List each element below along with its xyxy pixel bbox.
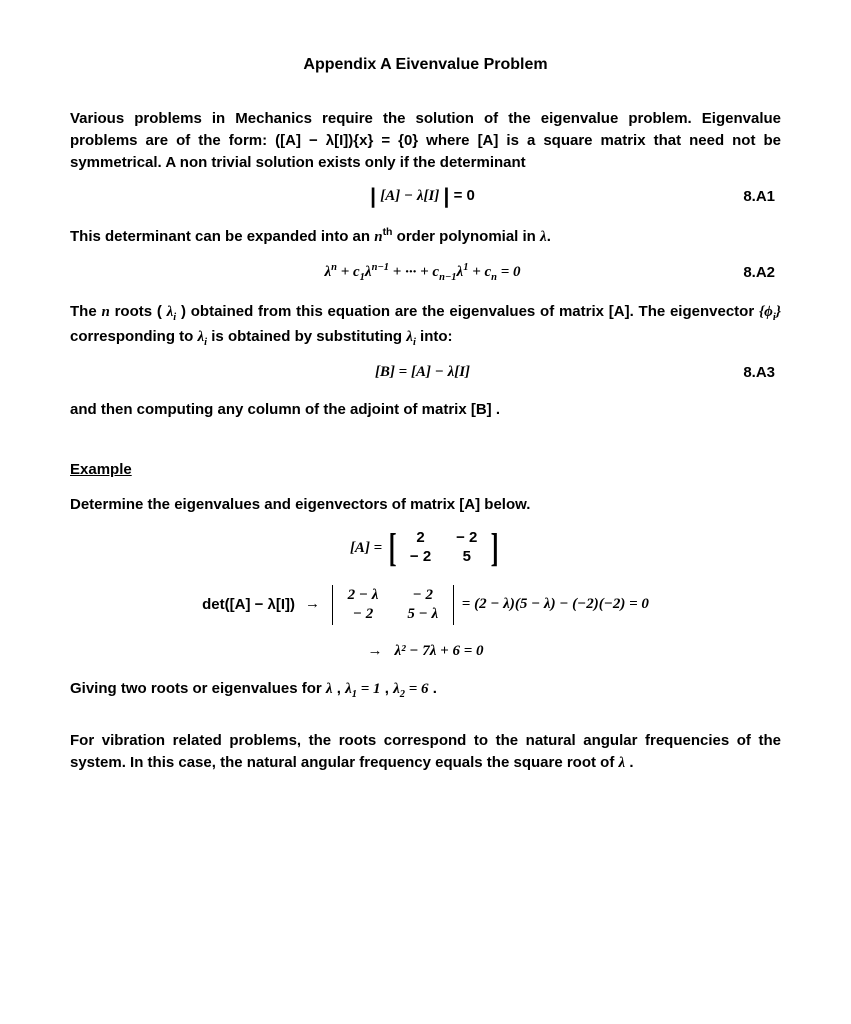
text: order polynomial in [397, 228, 540, 245]
text: Determine the eigenvalues and eigenvecto… [70, 496, 459, 513]
text: into: [420, 328, 452, 345]
text: corresponding to [70, 328, 198, 345]
paragraph-7: For vibration related problems, the root… [70, 730, 781, 775]
text: . The eigenvector [630, 303, 759, 320]
equation-8A2: λn + c1λn−1 + ··· + cn−1λ1 + cn = 0 8.A2 [70, 262, 781, 283]
paragraph-2: This determinant can be expanded into an… [70, 225, 781, 249]
matrix-lhs: [A] = [350, 540, 382, 557]
determinant-expansion: det([A] − λ[I]) → 2 − λ − 2 − 2 5 − λ = … [70, 585, 781, 625]
det-bar-right-icon [453, 585, 454, 625]
det-rhs: = (2 − λ)(5 − λ) − (−2)(−2) = 0 [462, 596, 649, 613]
matrix-cell: 2 − λ [335, 586, 391, 605]
equation-8A1: | [A] − λ[I] | = 0 8.A1 [70, 187, 781, 206]
text: . [433, 680, 437, 697]
matrix-A: [ 2 − 2 − 2 5 ] [386, 529, 501, 567]
equation-label: 8.A1 [475, 188, 781, 205]
lambda: λ [618, 755, 625, 771]
lambda: λ [540, 229, 547, 245]
paragraph-4: and then computing any column of the adj… [70, 399, 781, 421]
equation-body: λn + c1λn−1 + ··· + cn−1λ1 + cn = 0 [324, 264, 520, 280]
equation-body: [A] − λ[I] [380, 188, 439, 204]
text: . [629, 754, 633, 771]
matrix-A-ref: [A] [478, 132, 499, 149]
text: This determinant can be expanded into an [70, 228, 374, 245]
text: roots ( [115, 303, 162, 320]
lambda: λ [326, 681, 333, 697]
text: ) obtained from this equation are the ei… [181, 303, 609, 320]
lambda-i: λi [406, 329, 416, 345]
matrix-A-definition: [A] = [ 2 − 2 − 2 5 ] [70, 529, 781, 567]
appendix-title: Appendix A Eivenvalue Problem [70, 56, 781, 74]
matrix-cell: − 2 [395, 586, 451, 605]
example-heading: Example [70, 461, 781, 478]
lambda2: λ2 = 6 [393, 681, 428, 697]
text: For vibration related problems, the root… [70, 732, 781, 771]
matrix-cell: 5 [446, 548, 488, 567]
characteristic-polynomial: → λ² − 7λ + 6 = 0 [70, 643, 781, 660]
matrix-cell: − 2 [400, 548, 442, 567]
matrix-A-ref: [A] [609, 303, 630, 320]
lambda1: λ1 = 1 [345, 681, 380, 697]
matrix-B-ref: [B] [471, 401, 492, 418]
equation-body: [B] = [A] − λ[I] [375, 364, 470, 381]
matrix-cell: − 2 [446, 529, 488, 548]
determinant-matrix: 2 − λ − 2 − 2 5 − λ [330, 585, 456, 625]
n-italic: n [101, 304, 109, 320]
page: Appendix A Eivenvalue Problem Various pr… [0, 0, 851, 1024]
abs-bar-right: | [444, 188, 450, 207]
bracket-right-icon: ] [490, 530, 498, 566]
th-sup: th [383, 226, 393, 238]
equation-label: 8.A3 [470, 364, 781, 381]
text: below. [484, 496, 530, 513]
text: Giving two roots or eigenvalues for [70, 680, 326, 697]
det-bar-left-icon [332, 585, 333, 625]
text: , [337, 680, 345, 697]
text: where [426, 132, 477, 149]
paragraph-6: Giving two roots or eigenvalues for λ , … [70, 678, 781, 702]
period: . [547, 228, 551, 245]
lambda-i: λi [198, 329, 208, 345]
text: , [385, 680, 393, 697]
paragraph-3: The n roots ( λi ) obtained from this eq… [70, 301, 781, 349]
phi-i: {ϕi} [759, 304, 781, 320]
matrix-A-ref: [A] [459, 496, 480, 513]
polynomial-expr: λ² − 7λ + 6 = 0 [395, 643, 484, 660]
matrix-cell: 5 − λ [395, 605, 451, 624]
equals-zero: = 0 [454, 187, 475, 204]
equation-8A3: [B] = [A] − λ[I] 8.A3 [70, 364, 781, 381]
det-lhs: det([A] − λ[I]) [202, 596, 295, 613]
matrix-cell: 2 [400, 529, 442, 548]
inline-equation: ([A] − λ[I]){x} = {0} [275, 132, 418, 149]
text: and then computing any column of the adj… [70, 401, 471, 418]
arrow-icon: → [368, 643, 383, 660]
text: The [70, 303, 101, 320]
intro-paragraph: Various problems in Mechanics require th… [70, 108, 781, 173]
text: is obtained by substituting [211, 328, 406, 345]
arrow-icon: → [305, 596, 320, 613]
n-italic: n [374, 229, 382, 245]
equation-label: 8.A2 [521, 264, 781, 281]
lambda-i: λi [167, 304, 177, 320]
text: . [496, 401, 500, 418]
paragraph-5: Determine the eigenvalues and eigenvecto… [70, 494, 781, 516]
matrix-cell: − 2 [335, 605, 391, 624]
bracket-left-icon: [ [389, 530, 397, 566]
abs-bar-left: | [370, 188, 376, 207]
